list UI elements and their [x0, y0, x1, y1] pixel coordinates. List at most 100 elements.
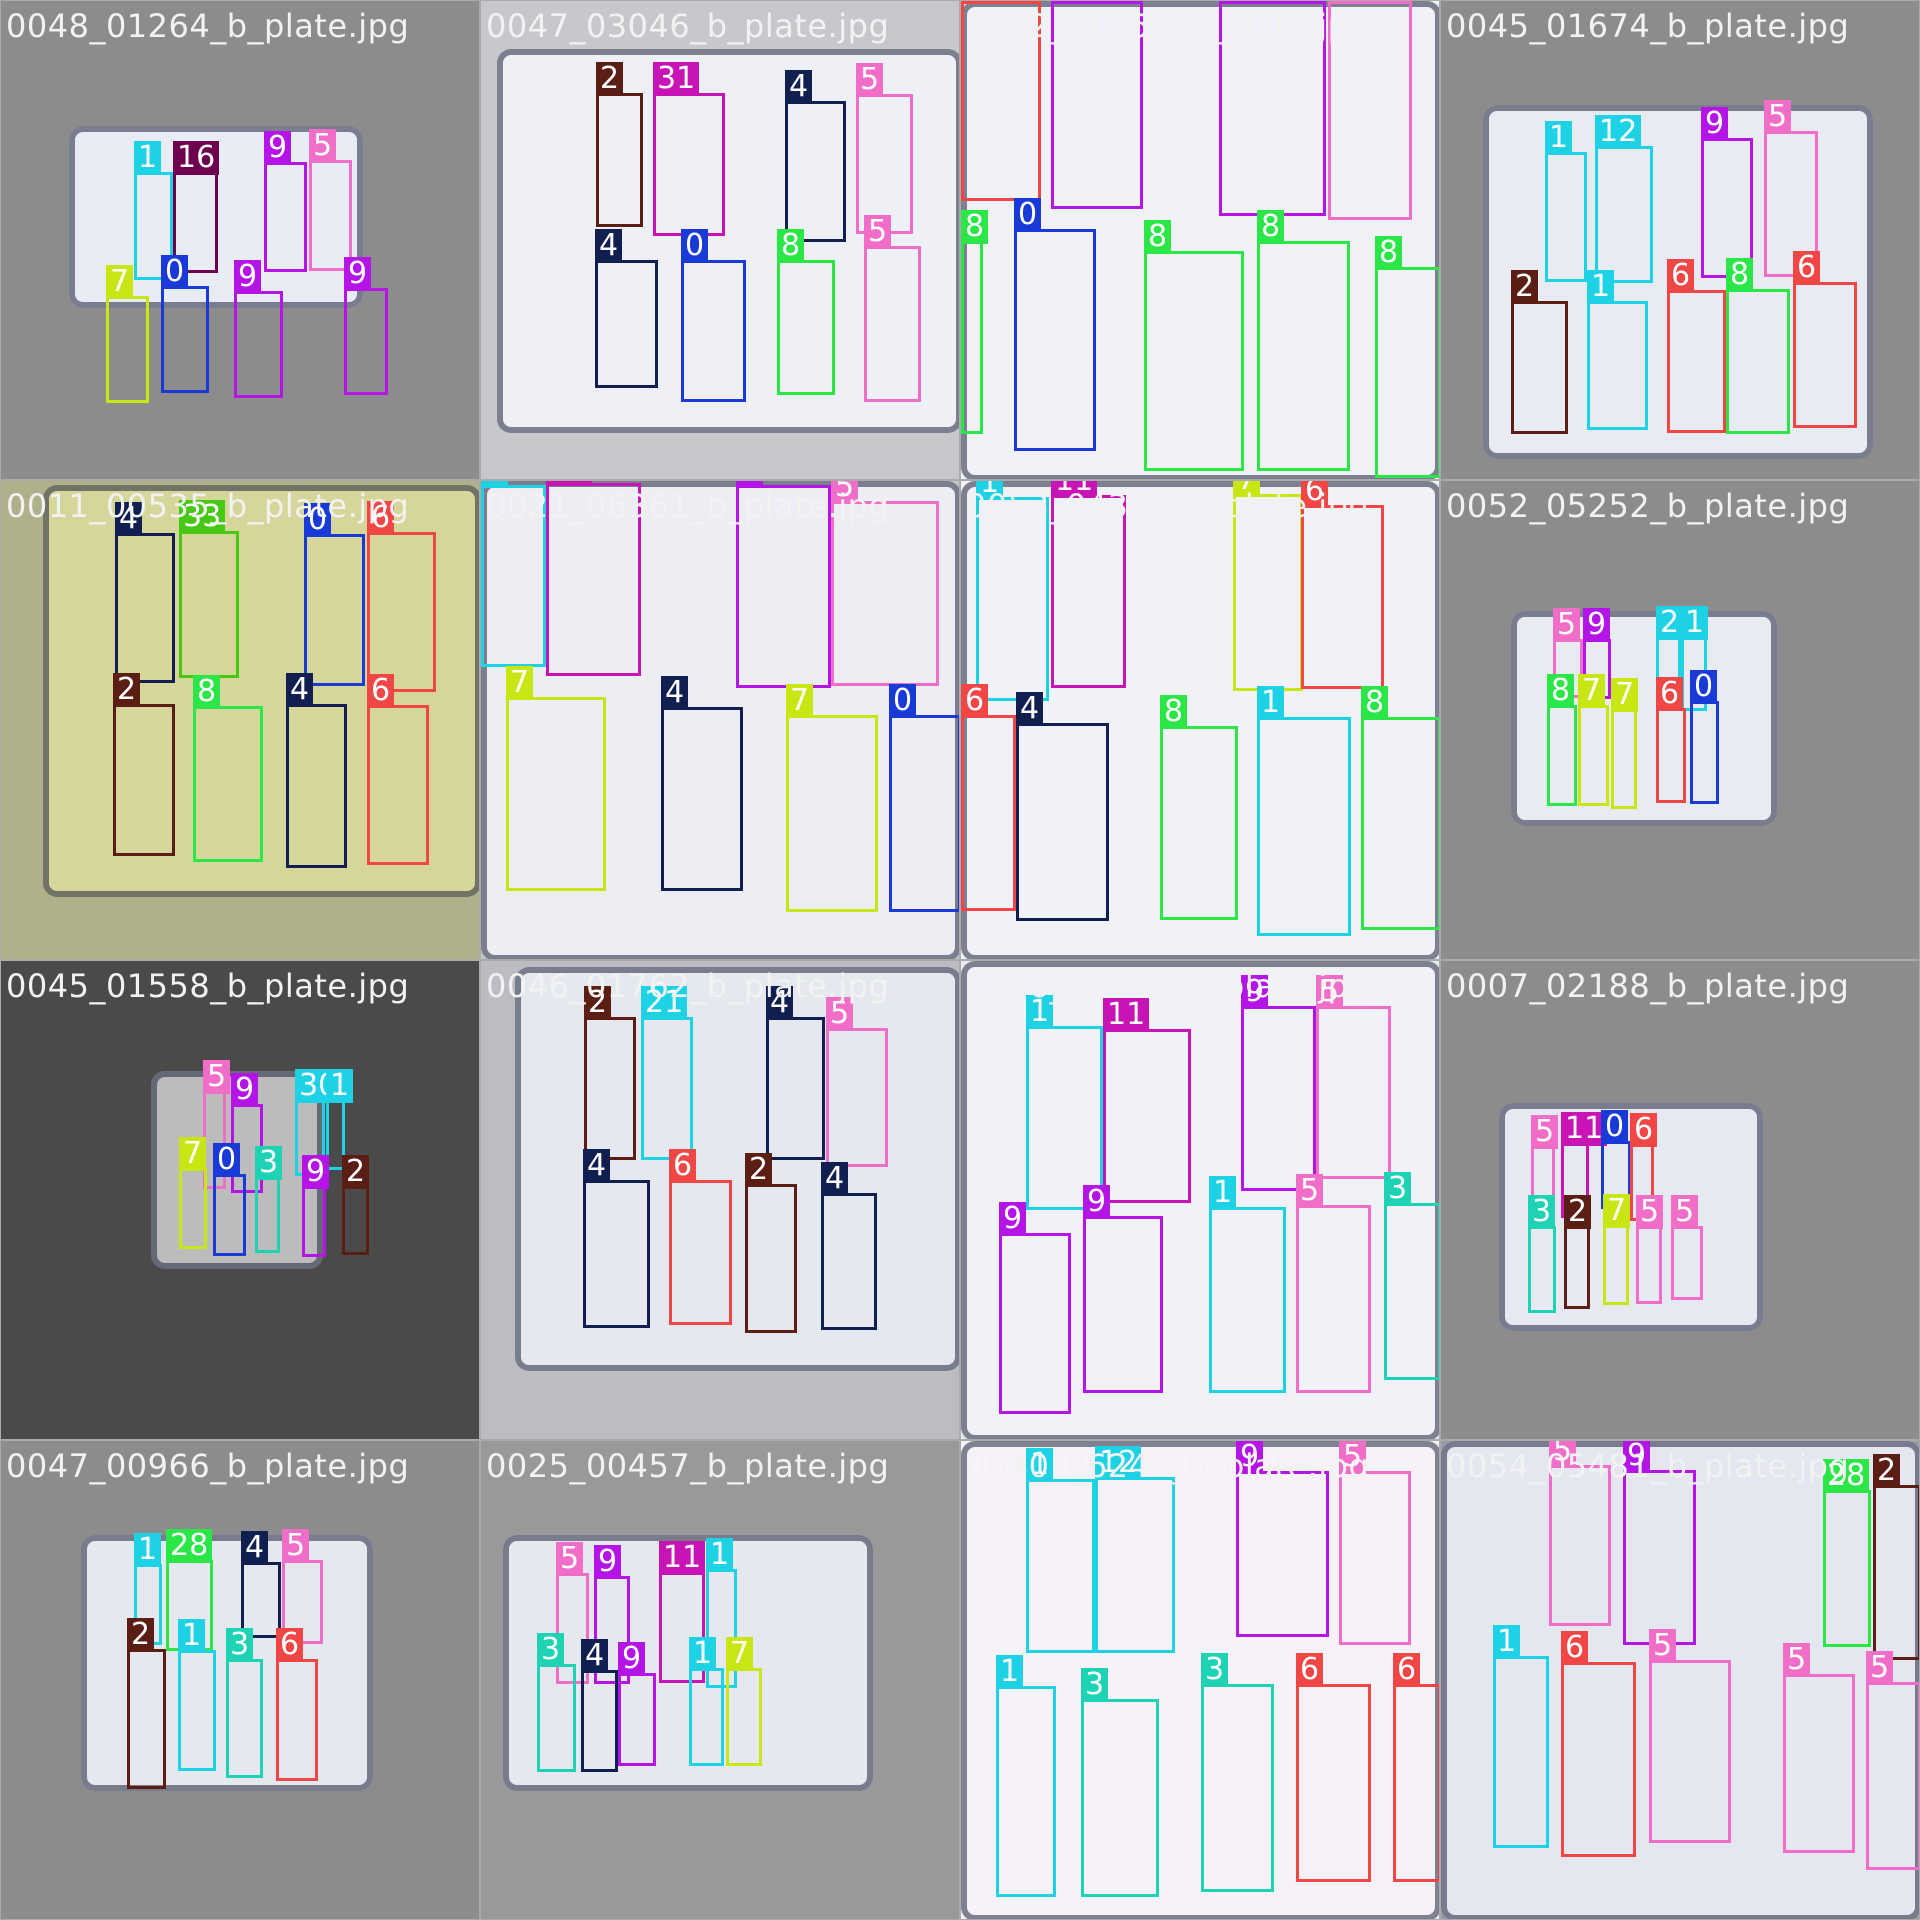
detection-box: 0 — [304, 503, 365, 686]
detection-box: 3 — [1081, 1668, 1159, 1897]
detection-box: 5 — [1636, 1195, 1664, 1304]
class-label: 3 — [1528, 1195, 1556, 1229]
detection-box: 2 — [1564, 1195, 1592, 1309]
detection-box: 11 — [1561, 1112, 1608, 1218]
class-label: 0 — [304, 503, 332, 537]
detection-box: 5 — [831, 481, 939, 686]
image-tile[interactable]: 0025_00457_b_plate.jpg 5 9 11 1 3 4 9 1 7 — [480, 1440, 960, 1920]
class-label: 4 — [1016, 692, 1044, 726]
class-label: 26 — [961, 1, 1008, 4]
detection-box: 1 — [1493, 1625, 1549, 1848]
tile-filename: 0011_00535_b_plate.jpg — [6, 487, 410, 525]
detection-box: 12 — [1095, 1446, 1175, 1653]
detection-box: 1 — [1209, 1176, 1286, 1393]
image-tile[interactable]: 0045_01674_b_plate.jpg 1 12 9 5 2 1 6 8 6 — [1440, 0, 1920, 480]
detection-box: 2 — [1511, 270, 1568, 434]
detection-box: 4 — [595, 229, 658, 388]
class-label: 29 — [1051, 1, 1098, 4]
detection-box: 9 — [234, 260, 283, 398]
class-label: 2 — [342, 1155, 370, 1189]
detection-box: 1 — [1257, 686, 1351, 936]
class-label: 0 — [213, 1143, 241, 1177]
detection-box: 5 — [203, 1060, 231, 1189]
image-tile[interactable]: 0047_00966_b_plate.jpg 1 28 4 5 2 1 3 6 — [0, 1440, 480, 1920]
class-label: 5 — [1636, 1195, 1664, 1229]
detection-box: 5 — [1339, 1441, 1411, 1645]
class-label: 2 — [1564, 1195, 1592, 1229]
class-label: 3 — [255, 1146, 283, 1180]
detection-box: 9 — [1083, 1185, 1163, 1393]
class-label: 7 — [1611, 678, 1639, 712]
image-tile[interactable]: 0045_01558_b_plate.jpg 5 9 30 1 7 0 3 9 2 — [0, 960, 480, 1440]
image-tile[interactable]: 0053_04375_b_plate.jpg1117664818 — [960, 480, 1440, 960]
detection-box: 3 — [1384, 1172, 1439, 1380]
class-label: 9 — [231, 1073, 259, 1107]
detection-box: 6 — [669, 1149, 732, 1325]
image-tile[interactable]: 0054_05481_b_plate.jpg 5 9 28 2 1 6 5 5 5 — [1440, 1440, 1920, 1920]
detection-box: 1 — [996, 1655, 1056, 1897]
detection-box: 0 — [889, 684, 959, 912]
class-label: 1 — [134, 1533, 162, 1567]
image-tile[interactable]: 0046_06635_b_plate.jpg 1 11 9 5 9 9 1 5 3 — [960, 960, 1440, 1440]
class-label: 5 — [1549, 1441, 1577, 1468]
image-tile[interactable]: 0052_05252_b_plate.jpg 5 9 21 1 8 7 7 6 0 — [1440, 480, 1920, 960]
class-label: 0 — [681, 229, 709, 263]
class-label: 7 — [786, 684, 814, 718]
detection-box: 4 — [661, 676, 743, 891]
detection-box: 1 — [976, 481, 1049, 701]
image-tile[interactable]: 0011_00535_b_plate.jpg 4 33 0 6 2 8 4 6 — [0, 480, 480, 960]
class-label: 5 — [864, 215, 892, 249]
class-label: 7 — [1233, 481, 1261, 497]
image-tile[interactable]: 0048_01264_b_plate.jpg 1 16 9 5 7 0 9 9 — [0, 0, 480, 480]
class-label: 6 — [367, 674, 395, 708]
class-label: 33 — [179, 500, 226, 534]
detection-box: 6 — [1630, 1113, 1658, 1221]
detection-box: 4 — [581, 1639, 618, 1772]
detection-box: 5 — [1671, 1195, 1703, 1300]
class-label: 9 — [1219, 1, 1247, 4]
detection-box: 6 — [1793, 251, 1857, 428]
class-label: 1 — [481, 481, 509, 488]
detection-box: 1 — [134, 1533, 162, 1645]
detection-box: 8 — [1726, 258, 1790, 434]
image-tile[interactable]: 0007_02188_b_plate.jpg 5 11 0 6 3 2 7 5 5 — [1440, 960, 1920, 1440]
detection-box: 11 — [659, 1541, 706, 1683]
class-label: 5 — [203, 1060, 231, 1094]
class-label: 4 — [241, 1531, 269, 1565]
image-tile[interactable]: 0042_01161_b_plate.jpg26299580888 — [960, 0, 1440, 480]
class-label: 9 — [344, 257, 372, 291]
detection-box: 7 — [506, 666, 606, 891]
image-tile[interactable]: 0047_03046_b_plate.jpg 2 31 4 5 4 0 8 5 — [480, 0, 960, 480]
class-label: 5 — [1671, 1195, 1699, 1229]
class-label: 8 — [777, 229, 805, 263]
class-label: 31 — [546, 481, 593, 486]
class-label: 5 — [1783, 1643, 1811, 1677]
class-label: 3 — [1201, 1653, 1229, 1687]
class-label: 28 — [1823, 1459, 1870, 1493]
class-label: 9 — [1236, 1441, 1264, 1474]
class-label: 5 — [856, 63, 884, 97]
detection-box: 5 — [1649, 1629, 1731, 1843]
detection-box: 2 — [127, 1618, 166, 1789]
class-label: 4 — [661, 676, 689, 710]
class-label: 7 — [106, 265, 134, 299]
image-tile[interactable]: 0046_01762_b_plate.jpg 2 21 4 5 4 6 2 4 — [480, 960, 960, 1440]
detection-box: 28 — [1823, 1459, 1871, 1647]
tile-filename: 0053_04375_b_plate.jpg — [966, 487, 1370, 525]
detection-box: 1 — [178, 1619, 216, 1771]
detection-box: 5 — [1549, 1441, 1611, 1626]
class-label: 6 — [961, 684, 989, 718]
class-label: 1 — [1681, 606, 1709, 640]
detection-box: 5 — [1316, 975, 1391, 1179]
class-label: 6 — [1630, 1113, 1658, 1147]
image-tile[interactable]: 0040_06241_b_plate.jpg 1 12 9 5 1 3 3 6 6 — [960, 1440, 1440, 1920]
detection-box: 6 — [367, 674, 429, 865]
detection-box: 31 — [653, 62, 725, 236]
class-label: 8 — [1144, 220, 1172, 254]
class-label: 6 — [1301, 481, 1329, 508]
detection-box: 1 — [1545, 121, 1587, 282]
detection-box: 9 — [302, 1155, 330, 1257]
class-label: 1 — [1545, 121, 1573, 155]
tile-filename: 0047_03046_b_plate.jpg — [486, 7, 890, 45]
